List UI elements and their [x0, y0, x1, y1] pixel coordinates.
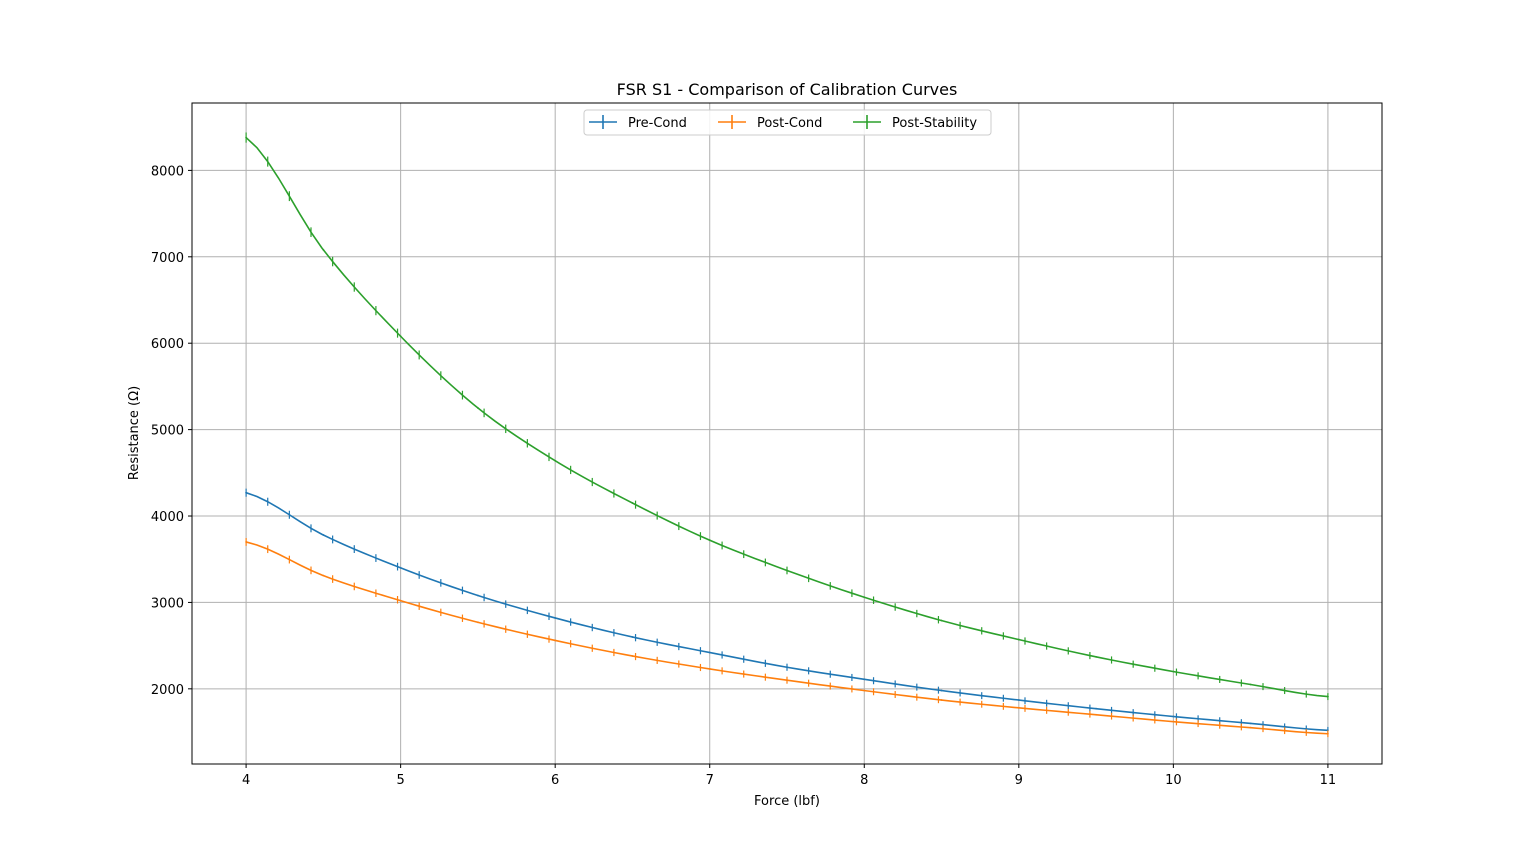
data-point	[708, 539, 711, 542]
legend: Pre-Cond Post-Cond Post-Stability	[583, 109, 992, 136]
data-point	[631, 502, 634, 504]
data-point	[786, 679, 788, 682]
y-tick-label: 6000	[151, 337, 184, 352]
data-point	[1249, 726, 1252, 729]
data-point	[940, 689, 943, 692]
legend-item: Post-Cond	[718, 115, 822, 131]
data-point	[708, 651, 711, 654]
data-point	[708, 668, 711, 670]
x-tick-label: 10	[1165, 773, 1182, 788]
plot-frame	[191, 102, 1383, 765]
data-point	[940, 699, 943, 701]
data-point	[786, 666, 788, 669]
legend-item: Pre-Cond	[589, 115, 687, 131]
chart-title: FSR S1 - Comparison of Calibration Curve…	[617, 80, 958, 99]
data-point	[554, 459, 557, 462]
data-point	[1017, 638, 1020, 641]
y-tick-label: 2000	[151, 683, 184, 698]
grid-lines	[192, 103, 1382, 764]
data-point	[1249, 722, 1252, 725]
data-point	[477, 407, 479, 409]
data-point	[399, 599, 402, 602]
data-point	[399, 566, 402, 569]
data-point	[477, 621, 479, 624]
y-tick-label: 4000	[151, 510, 184, 525]
data-point	[631, 655, 634, 657]
y-axis-title: Resistance (Ω)	[127, 386, 142, 480]
data-point	[322, 534, 325, 536]
axis-ticks: 4 5 6 7 8 9 10 11 2000 3000 4000 5000 6000 7000 8000	[151, 164, 1336, 788]
data-point	[1327, 695, 1329, 698]
data-point	[940, 619, 943, 622]
legend-label: Post-Cond	[757, 116, 822, 131]
y-tick-label: 3000	[151, 596, 184, 611]
data-point	[631, 636, 634, 638]
data-point	[863, 678, 866, 681]
x-tick-label: 4	[242, 773, 250, 788]
data-point	[1172, 715, 1175, 718]
y-tick-label: 7000	[151, 251, 184, 266]
data-point	[1172, 670, 1175, 673]
data-point	[863, 596, 866, 599]
data-point	[477, 594, 479, 597]
series-lines	[245, 132, 1329, 738]
data-point	[1327, 732, 1329, 735]
x-tick-label: 7	[706, 773, 714, 788]
data-point	[786, 569, 788, 572]
data-point	[322, 574, 325, 577]
data-point	[1095, 655, 1097, 658]
y-tick-label: 8000	[151, 164, 184, 179]
data-point	[1172, 720, 1175, 723]
x-tick-label: 8	[860, 773, 868, 788]
legend-box	[583, 109, 992, 136]
legend-label: Post-Stability	[892, 116, 977, 131]
data-point	[554, 617, 557, 619]
data-point	[399, 335, 402, 338]
legend-label: Pre-Cond	[628, 116, 687, 131]
data-point	[863, 689, 866, 692]
legend-items: Pre-Cond Post-Cond Post-Stability	[589, 115, 977, 131]
data-point	[1249, 683, 1252, 686]
data-point	[1095, 713, 1097, 716]
data-point	[245, 491, 247, 494]
data-point	[322, 248, 325, 251]
x-tick-label: 11	[1320, 773, 1337, 788]
y-tick-label: 5000	[151, 424, 184, 439]
data-point	[1017, 706, 1020, 709]
x-tick-label: 6	[551, 773, 559, 788]
legend-item: Post-Stability	[853, 115, 977, 131]
x-tick-label: 9	[1015, 773, 1023, 788]
data-point	[554, 639, 557, 642]
series-post-cond	[245, 538, 1329, 738]
x-axis-title: Force (lbf)	[754, 794, 820, 809]
x-tick-label: 5	[396, 773, 404, 788]
data-point	[1095, 707, 1097, 710]
series-post-stability	[245, 132, 1329, 701]
data-point	[245, 136, 247, 139]
data-point	[1017, 699, 1020, 701]
series-pre-cond	[245, 488, 1329, 734]
data-point	[245, 541, 247, 543]
